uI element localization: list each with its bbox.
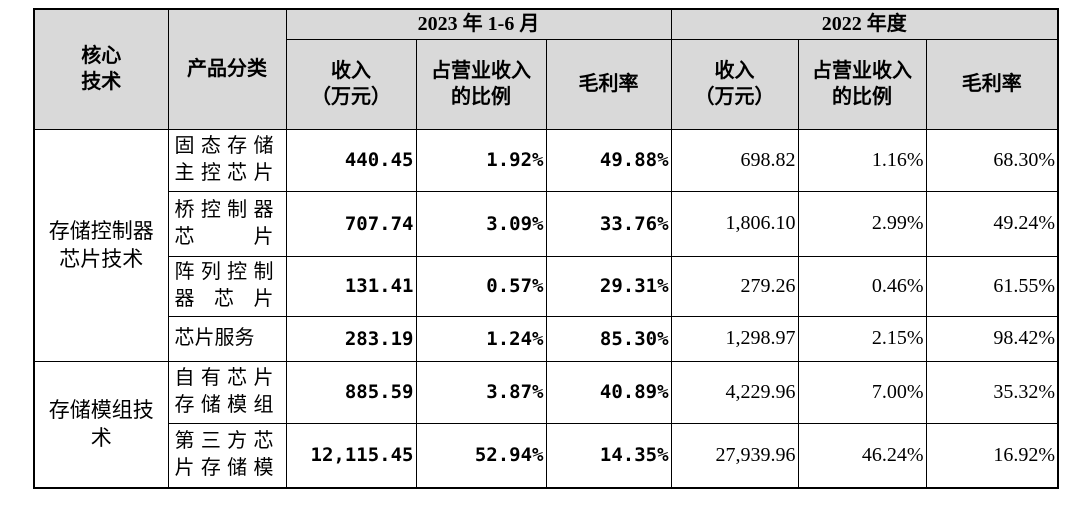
column-header: 占营业收入 的比例	[415, 38, 547, 130]
revenue-table: 核心 技术 产品分类 2023 年 1-6 月 2022 年度 收入 （万元） 占营业收入…	[33, 8, 1060, 489]
value-cell: 3.87%	[415, 360, 547, 424]
value-cell: 27,939.96	[670, 422, 799, 489]
header-cell: 产品分类	[167, 8, 287, 130]
value-cell: 283.19	[285, 315, 417, 362]
value-cell: 68.30%	[925, 128, 1059, 192]
value-cell: 35.32%	[925, 360, 1059, 424]
value-cell: 440.45	[285, 128, 417, 192]
table-row: 芯片服务 283.19 1.24% 85.30% 1,298.97 2.15% 98.42%	[34, 315, 1059, 362]
column-header: 占营业收入 的比例	[797, 38, 927, 130]
value-cell: 49.88%	[545, 128, 672, 192]
value-cell: 85.30%	[545, 315, 672, 362]
value-cell: 1,298.97	[670, 315, 799, 362]
value-cell: 2.15%	[797, 315, 927, 362]
table-row: 存储控制器芯片技术 固态存储主控芯片 440.45 1.92% 49.88% 698.82…	[33, 128, 1059, 362]
value-cell: 707.74	[285, 190, 417, 257]
table-row: 存储模组技术 自有芯片存储模组 885.59 3.87% 40.89% 4,229.96 7…	[33, 360, 1059, 489]
product-cell: 固态存储主控芯片	[167, 128, 287, 192]
value-cell: 98.42%	[925, 315, 1059, 362]
value-cell: 40.89%	[545, 360, 672, 424]
value-cell: 46.24%	[797, 422, 927, 489]
header-cell: 核心 技术	[33, 8, 169, 130]
table-row: 核心 技术 产品分类 2023 年 1-6 月 2022 年度	[33, 8, 1059, 130]
table-body: 核心 技术 产品分类 2023 年 1-6 月 2022 年度 收入 （万元） 占营业收入…	[33, 8, 1059, 489]
value-cell: 16.92%	[925, 422, 1059, 489]
value-cell: 0.46%	[797, 255, 927, 317]
period-header: 2023 年 1-6 月	[285, 8, 672, 40]
value-cell: 14.35%	[545, 422, 672, 489]
value-cell: 29.31%	[545, 255, 672, 317]
table-row: 桥控制器芯片 707.74 3.09% 33.76% 1,806.10 2.99% 49.2…	[34, 190, 1059, 257]
value-cell: 0.57%	[415, 255, 547, 317]
value-cell: 52.94%	[415, 422, 547, 489]
period-header: 2022 年度	[670, 8, 1059, 40]
value-cell: 33.76%	[545, 190, 672, 257]
column-header: 毛利率	[545, 38, 672, 130]
value-cell: 2.99%	[797, 190, 927, 257]
column-header: 收入 （万元）	[285, 38, 417, 130]
core-tech-cell: 存储控制器芯片技术	[33, 128, 169, 362]
value-cell: 698.82	[670, 128, 799, 192]
value-cell: 1.24%	[415, 315, 547, 362]
column-header: 毛利率	[925, 38, 1059, 130]
product-cell: 自有芯片存储模组	[167, 360, 287, 424]
table-row: 收入 （万元） 占营业收入 的比例 毛利率 收入 （万元） 占营业收入 的比例 毛利率	[34, 38, 1059, 130]
table-row: 第三方芯片存储模 12,115.45 52.94% 14.35% 27,939.96 46…	[34, 422, 1059, 489]
value-cell: 3.09%	[415, 190, 547, 257]
product-cell: 桥控制器芯片	[167, 190, 287, 257]
value-cell: 49.24%	[925, 190, 1059, 257]
value-cell: 1.92%	[415, 128, 547, 192]
table-row: 阵列控制器芯片 131.41 0.57% 29.31% 279.26 0.46% 61.55…	[34, 255, 1059, 317]
value-cell: 12,115.45	[285, 422, 417, 489]
value-cell: 131.41	[285, 255, 417, 317]
value-cell: 61.55%	[925, 255, 1059, 317]
value-cell: 1.16%	[797, 128, 927, 192]
product-cell: 芯片服务	[167, 315, 287, 362]
value-cell: 885.59	[285, 360, 417, 424]
product-cell: 阵列控制器芯片	[167, 255, 287, 317]
value-cell: 4,229.96	[670, 360, 799, 424]
value-cell: 279.26	[670, 255, 799, 317]
value-cell: 1,806.10	[670, 190, 799, 257]
column-header: 收入 （万元）	[670, 38, 799, 130]
value-cell: 7.00%	[797, 360, 927, 424]
core-tech-cell: 存储模组技术	[33, 360, 169, 489]
product-cell: 第三方芯片存储模	[167, 422, 287, 489]
